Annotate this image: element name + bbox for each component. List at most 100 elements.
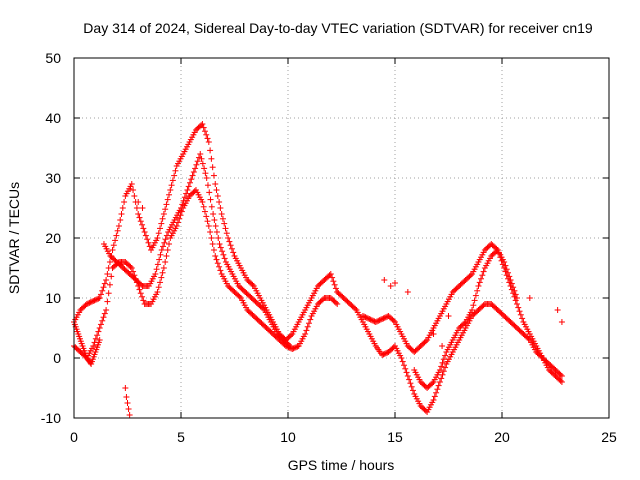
data-point [207,229,214,235]
data-point [186,179,193,186]
data-point [216,263,223,270]
data-point [320,296,327,303]
data-point [332,285,339,292]
data-point [217,205,224,211]
data-point [392,280,398,286]
data-point [222,225,229,232]
x-axis-label: GPS time / hours [288,457,395,473]
data-point [213,229,220,235]
data-point [112,237,119,244]
data-point [106,281,113,288]
data-point [140,225,147,232]
data-point [302,331,309,337]
data-point [221,255,228,262]
data-point [503,266,510,273]
data-point [381,350,388,357]
data-point [480,302,487,309]
data-point [203,131,210,138]
data-point [502,262,509,269]
data-point [103,277,110,283]
data-point [194,158,201,165]
data-point [195,154,202,161]
data-point [188,176,195,183]
data-point [442,364,449,371]
data-point [109,247,116,253]
data-point [307,316,314,323]
data-point [130,268,137,275]
data-point [86,299,93,306]
data-point [155,284,162,291]
data-point [212,253,219,259]
data-point [100,314,107,321]
data-point [216,199,223,205]
data-point [200,203,207,210]
data-point [217,244,224,251]
data-point [221,220,228,227]
data-point [99,287,106,294]
data-point [119,205,126,211]
data-point [197,151,204,157]
data-point [158,220,165,227]
data-point [330,278,337,285]
data-point [137,218,144,225]
data-point [189,172,196,179]
data-point [212,181,219,187]
data-point [372,319,379,325]
data-point [172,167,179,174]
data-point [387,283,394,289]
data-point [285,341,292,348]
data-point [101,310,108,317]
data-point [127,263,134,270]
data-point [210,172,217,179]
data-point [139,221,146,228]
data-point [203,213,210,220]
data-point [139,293,146,300]
data-point [204,182,211,189]
data-point [97,321,104,328]
data-point [209,164,216,171]
data-point [430,331,437,337]
y-tick-label: 10 [45,290,61,306]
x-tick-label: 15 [387,429,403,445]
data-point [154,261,161,268]
data-point [375,317,382,324]
data-point [190,169,197,175]
data-point [400,362,407,369]
data-point [480,268,487,275]
data-point [399,358,406,365]
data-point [379,316,386,322]
data-point [476,279,483,286]
data-point [213,256,220,263]
data-point [381,277,388,283]
data-point [436,367,443,373]
data-point [430,397,437,403]
data-point [219,215,226,222]
data-point [91,297,98,304]
data-point [154,289,161,295]
data-point [438,375,445,382]
data-point [169,177,176,184]
data-point [104,298,111,305]
data-point [141,229,148,235]
data-point [184,187,191,193]
data-point [471,297,478,304]
data-point [179,201,186,208]
data-point [287,332,294,339]
data-point [439,371,446,378]
data-point [517,311,524,318]
data-point [381,314,388,321]
data-point [511,287,518,294]
data-point [352,305,359,312]
data-point [83,301,90,307]
data-point [478,275,485,282]
data-point [469,307,476,313]
data-point [136,214,143,221]
x-tick-label: 20 [494,429,510,445]
data-point [96,325,103,331]
data-point [433,389,440,396]
x-tick-label: 25 [601,429,617,445]
data-point [210,247,217,253]
data-point [135,199,142,205]
data-point [362,314,369,321]
